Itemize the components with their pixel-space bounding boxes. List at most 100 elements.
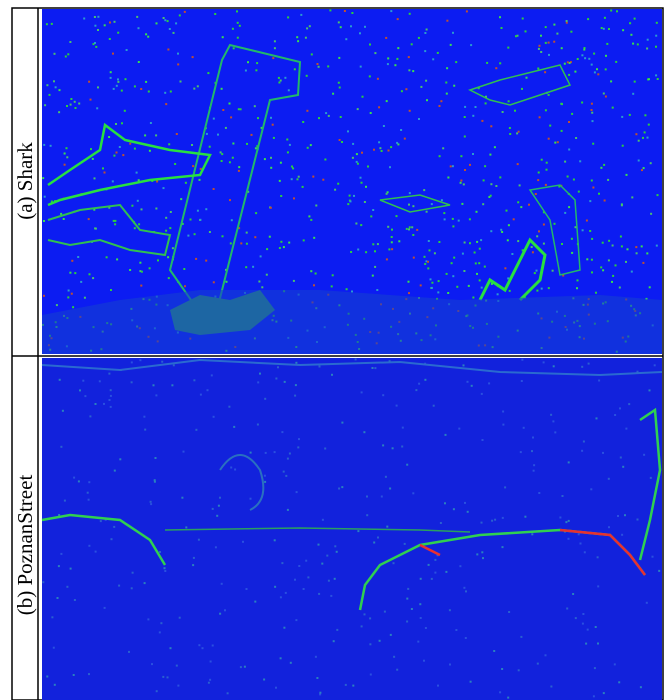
noise-dot xyxy=(285,475,287,477)
noise-dot xyxy=(257,424,259,426)
noise-dot xyxy=(604,200,606,202)
noise-dot xyxy=(180,81,182,83)
noise-dot xyxy=(303,588,305,590)
noise-dot xyxy=(318,544,320,546)
noise-dot xyxy=(406,464,408,466)
noise-dot xyxy=(352,685,354,687)
noise-dot xyxy=(287,509,289,511)
noise-dot xyxy=(229,161,231,163)
noise-dot xyxy=(205,208,207,210)
noise-dot xyxy=(480,239,482,241)
noise-dot xyxy=(440,100,442,102)
noise-dot xyxy=(192,564,194,566)
noise-dot xyxy=(155,208,157,210)
noise-dot xyxy=(307,576,309,578)
noise-dot xyxy=(328,115,330,117)
noise-dot xyxy=(357,163,359,165)
noise-dot xyxy=(384,611,386,613)
noise-dot xyxy=(298,176,300,178)
noise-dot xyxy=(183,268,185,270)
noise-dot xyxy=(382,444,384,446)
noise-dot xyxy=(506,210,508,212)
noise-dot xyxy=(117,78,119,80)
noise-dot xyxy=(600,266,602,268)
noise-dot xyxy=(595,626,597,628)
noise-dot xyxy=(140,285,142,287)
noise-dot xyxy=(451,262,453,264)
noise-dot xyxy=(456,286,458,288)
noise-dot xyxy=(351,12,353,14)
noise-dot xyxy=(173,32,175,34)
noise-dot xyxy=(264,398,266,400)
noise-dot xyxy=(331,285,333,287)
noise-dot xyxy=(181,497,183,499)
noise-dot xyxy=(541,159,543,161)
noise-dot xyxy=(280,162,282,164)
noise-dot xyxy=(113,220,115,222)
noise-dot xyxy=(598,380,600,382)
noise-dot xyxy=(596,68,598,70)
noise-dot xyxy=(102,167,104,169)
noise-dot xyxy=(360,224,362,226)
noise-dot xyxy=(647,137,649,139)
noise-dot xyxy=(536,270,538,272)
noise-dot xyxy=(377,78,379,80)
noise-dot xyxy=(593,695,595,697)
noise-dot xyxy=(453,85,455,87)
noise-dot xyxy=(376,289,378,291)
noise-dot xyxy=(356,161,358,163)
noise-dot xyxy=(632,93,634,95)
noise-dot xyxy=(431,287,433,289)
noise-dot xyxy=(209,146,211,148)
noise-dot xyxy=(532,251,534,253)
noise-dot xyxy=(612,275,614,277)
noise-dot xyxy=(364,613,366,615)
noise-dot xyxy=(195,429,197,431)
noise-dot xyxy=(522,18,524,20)
noise-dot xyxy=(423,660,425,662)
noise-dot xyxy=(42,177,44,179)
noise-dot xyxy=(205,260,207,262)
noise-dot xyxy=(568,538,570,540)
noise-dot xyxy=(221,153,223,155)
noise-dot xyxy=(44,104,46,106)
noise-dot xyxy=(208,682,210,684)
noise-dot xyxy=(509,133,511,135)
noise-dot xyxy=(614,663,616,665)
noise-dot xyxy=(164,19,166,21)
noise-dot xyxy=(390,634,392,636)
noise-dot xyxy=(502,424,504,426)
noise-dot xyxy=(561,47,563,49)
noise-dot xyxy=(597,585,599,587)
noise-dot xyxy=(224,609,226,611)
noise-dot xyxy=(591,180,593,182)
noise-dot xyxy=(644,131,646,133)
noise-dot xyxy=(275,687,277,689)
noise-dot xyxy=(141,271,143,273)
noise-dot xyxy=(632,43,634,45)
noise-dot xyxy=(140,88,142,90)
noise-dot xyxy=(472,297,474,299)
noise-dot xyxy=(144,582,146,584)
noise-dot xyxy=(96,107,98,109)
noise-dot xyxy=(486,62,488,64)
noise-dot xyxy=(280,596,282,598)
noise-dot xyxy=(46,676,48,678)
noise-dot xyxy=(423,189,425,191)
noise-dot xyxy=(464,136,466,138)
noise-dot xyxy=(361,391,363,393)
noise-dot xyxy=(121,122,123,124)
noise-dot xyxy=(581,54,583,56)
noise-dot xyxy=(464,242,466,244)
noise-dot xyxy=(317,63,319,65)
noise-dot xyxy=(62,410,64,412)
noise-dot xyxy=(308,215,310,217)
noise-dot xyxy=(407,588,409,590)
noise-dot xyxy=(568,121,570,123)
noise-dot xyxy=(564,161,566,163)
noise-dot xyxy=(351,291,353,293)
noise-dot xyxy=(111,538,113,540)
noise-dot xyxy=(521,359,523,361)
noise-dot xyxy=(345,684,347,686)
noise-dot xyxy=(109,399,111,401)
